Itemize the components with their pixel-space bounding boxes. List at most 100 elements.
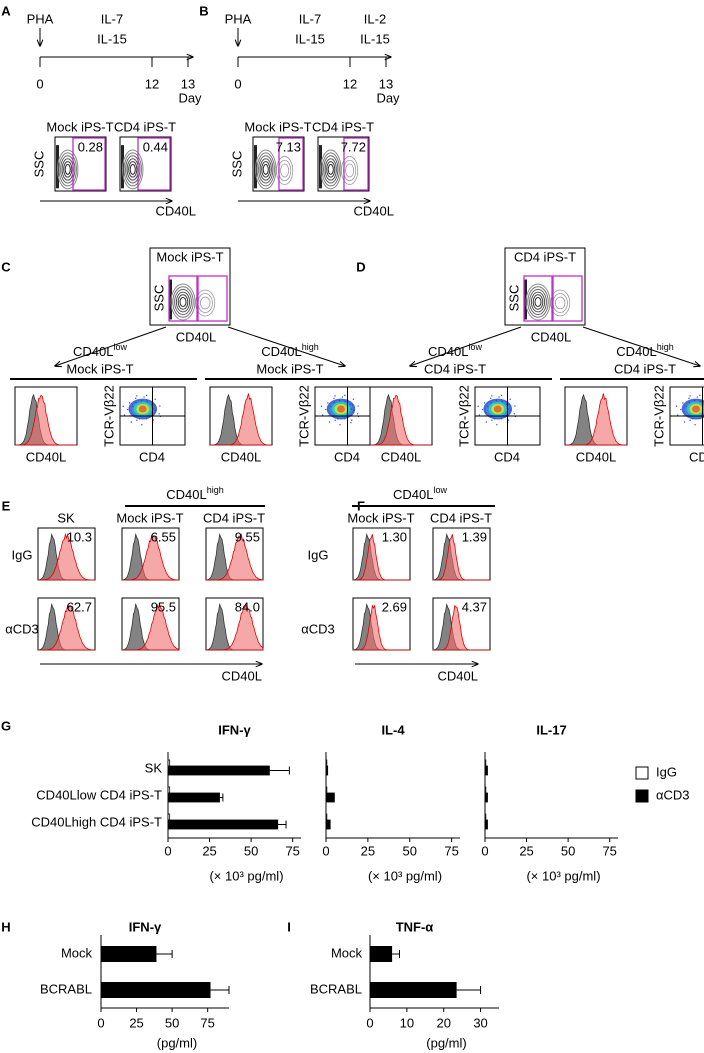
dot-y-axis-label: TCR-Vβ22 [296,385,311,447]
gate-value: 10.3 [67,529,92,544]
x-tick-label: 0 [164,843,171,858]
bar [101,982,211,998]
y-axis-label: SSC [229,151,244,178]
x-axis-label: CD40L [438,668,478,683]
histogram-axis-label: CD40L [26,449,66,464]
legend-swatch [635,789,649,803]
event [146,400,148,403]
x-axis-label: (pg/ml) [157,1035,197,1050]
bar [167,786,171,794]
panel-label: D [356,259,365,274]
contour [175,291,191,313]
gate [552,275,583,322]
bar [325,792,335,803]
x-tick-label: 25 [519,843,533,858]
x-tick-label: 0 [97,1015,104,1030]
event [352,398,355,400]
bar [167,813,171,821]
bar [484,786,487,794]
plot-title: Mock iPS-T [156,249,223,264]
x-tick-label: 25 [361,843,375,858]
contour [57,149,79,190]
column-label: Mock iPS-T [116,510,183,525]
x-tick-label: 10 [400,1015,414,1030]
bar [484,819,488,830]
event [490,401,492,404]
contour [261,161,271,178]
contour [527,286,549,318]
y-axis-label: SSC [31,151,46,178]
event [477,405,479,407]
event [122,405,124,407]
error-bar [210,986,230,994]
subset-label: CD40Llow [428,342,482,359]
contour [323,155,339,184]
dot-y-axis-label: TCR-Vβ22 [651,385,666,447]
marker-name: CD40L [428,344,468,359]
density [493,405,502,413]
contour [195,289,216,317]
bar [484,813,487,821]
event [481,408,484,411]
gate-value: 95.5 [151,599,176,614]
event [507,419,510,421]
histogram-stained [210,393,272,446]
panel-label: A [1,3,11,18]
error-bar [269,766,290,775]
marker-level: low [468,342,482,352]
event [699,394,701,397]
histogram-stained [370,394,432,446]
y-tick-label: CD40Lhigh CD4 iPS-T [31,814,162,829]
gate-value: 84.0 [235,599,260,614]
x-tick-label: 50 [244,843,258,858]
x-axis-label: CD40L [176,329,216,344]
group-header: CD40Lhigh [166,485,223,502]
event [483,402,486,404]
event [344,400,347,403]
contour [534,297,542,307]
plot-title: Mock iPS-T [244,119,311,134]
bar [167,819,279,830]
bar [484,765,488,776]
event [351,404,354,406]
cytokine: IL-2 [364,11,386,26]
event [498,396,500,398]
event [513,413,515,415]
bar [370,982,457,998]
event [141,424,143,426]
y-tick-label: Mock [331,945,363,960]
timeline-unit: Day [178,90,202,105]
event [126,408,129,411]
event [699,418,701,420]
event [685,405,687,408]
chart-title: IFN-γ [129,919,162,934]
event [505,403,508,406]
event [339,424,341,426]
contour [341,156,359,185]
contour [128,161,138,178]
cytokine: IL-15 [295,31,325,46]
dot-y-axis-label: TCR-Vβ22 [101,385,116,447]
marker-name: CD40L [616,344,656,359]
gate [168,275,198,322]
histogram-stained [38,604,96,651]
event [693,400,696,402]
contour [276,156,294,185]
x-tick-label: 75 [285,843,299,858]
x-axis-label: CD40L [222,668,262,683]
event [130,421,133,423]
event [491,395,493,397]
subset-population: Mock iPS-T [256,361,323,376]
event [500,418,503,420]
event [509,409,512,412]
error-bar [219,793,224,802]
bar [325,786,328,794]
x-tick-label: 20 [436,1015,450,1030]
gate-value: 0.44 [143,139,168,154]
subset-label: CD40Llow [73,342,127,359]
contour [64,164,71,175]
event [138,418,141,420]
contour [320,149,342,190]
subset-population: CD4 iPS-T [614,361,676,376]
histogram-stained [206,604,264,651]
